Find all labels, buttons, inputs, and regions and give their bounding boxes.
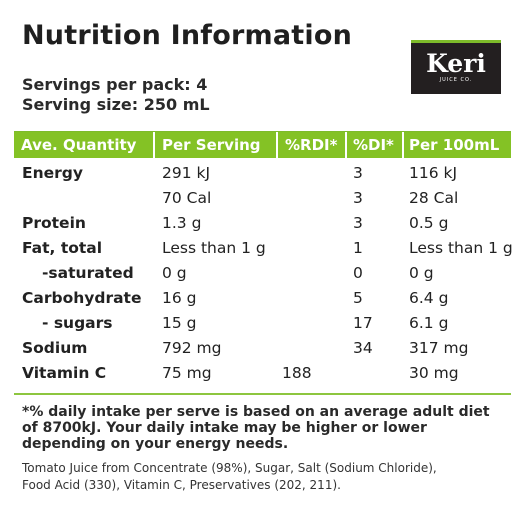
header-divider (153, 132, 155, 158)
servings-info: Servings per pack: 4 Serving size: 250 m… (22, 75, 210, 115)
cell-nutrient: - sugars (42, 314, 113, 332)
cell-rdi: 188 (282, 364, 312, 382)
cell-per-100ml: 6.1 g (409, 314, 449, 332)
cell-di: 34 (353, 339, 373, 357)
cell-di: 3 (353, 189, 363, 207)
cell-per-100ml: 317 mg (409, 339, 469, 357)
table-row: 70 Cal 3 28 Cal (14, 186, 511, 211)
table-row: Carbohydrate 16 g 5 6.4 g (14, 286, 511, 311)
logo-sub-text: JUICE CO. (439, 77, 473, 83)
table-row: Vitamin C 75 mg 188 30 mg (14, 361, 511, 386)
cell-per-serving: 15 g (162, 314, 197, 332)
cell-per-100ml: 0 g (409, 264, 434, 282)
header-ave-quantity: Ave. Quantity (21, 136, 137, 154)
serving-size: Serving size: 250 mL (22, 95, 210, 114)
cell-nutrient: Energy (22, 164, 83, 182)
cell-per-serving: 291 kJ (162, 164, 211, 182)
table-row: Fat, total Less than 1 g 1 Less than 1 g (14, 236, 513, 261)
header-di: %DI* (353, 136, 394, 154)
cell-per-serving: 1.3 g (162, 214, 202, 232)
cell-di: 3 (353, 164, 363, 182)
footnote-line: of 8700kJ. Your daily intake may be high… (22, 420, 427, 436)
cell-di: 3 (353, 214, 363, 232)
table-row: Sodium 792 mg 34 317 mg (14, 336, 511, 361)
divider-rule (14, 393, 511, 395)
logo-brand-text: Keri (426, 49, 486, 78)
table-row: Protein 1.3 g 3 0.5 g (14, 211, 511, 236)
cell-per-serving: 0 g (162, 264, 187, 282)
footnote-line: *% daily intake per serve is based on an… (22, 404, 490, 420)
brand-logo: Keri JUICE CO. (411, 40, 501, 94)
cell-di: 1 (353, 239, 363, 257)
cell-di: 17 (353, 314, 373, 332)
ingredients-list: Tomato Juice from Concentrate (98%), Sug… (22, 460, 512, 494)
cell-nutrient: Carbohydrate (22, 289, 142, 307)
footnote-line: depending on your energy needs. (22, 436, 289, 452)
cell-per-100ml: 30 mg (409, 364, 459, 382)
header-per-serving: Per Serving (162, 136, 261, 154)
cell-per-serving: Less than 1 g (162, 239, 266, 257)
cell-di: 5 (353, 289, 363, 307)
cell-per-100ml: 0.5 g (409, 214, 449, 232)
header-rdi: %RDI* (285, 136, 338, 154)
page-title: Nutrition Information (22, 20, 352, 51)
cell-di: 0 (353, 264, 363, 282)
table-row: - sugars 15 g 17 6.1 g (14, 311, 511, 336)
header-divider (402, 132, 404, 158)
header-divider (276, 132, 278, 158)
cell-per-100ml: 6.4 g (409, 289, 449, 307)
cell-nutrient: Sodium (22, 339, 88, 357)
servings-per-pack: Servings per pack: 4 (22, 75, 208, 94)
cell-nutrient: Protein (22, 214, 86, 232)
cell-per-100ml: 116 kJ (409, 164, 458, 182)
cell-per-serving: 75 mg (162, 364, 212, 382)
cell-nutrient: Fat, total (22, 239, 103, 257)
daily-intake-footnote: *% daily intake per serve is based on an… (22, 404, 512, 452)
table-body: Energy 291 kJ 3 116 kJ 70 Cal 3 28 Cal Protein 1… (14, 158, 513, 386)
ingredients-line: Tomato Juice from Concentrate (98%), Sug… (22, 461, 437, 475)
cell-per-100ml: 28 Cal (409, 189, 459, 207)
cell-nutrient: Vitamin C (22, 364, 107, 382)
table-row: -saturated 0 g 0 0 g (14, 261, 511, 286)
cell-nutrient: -saturated (42, 264, 134, 282)
table-header: Ave. Quantity Per Serving %RDI* %DI* Per… (14, 132, 511, 158)
header-per-100ml: Per 100mL (409, 136, 500, 154)
table-row: Energy 291 kJ 3 116 kJ (14, 161, 511, 186)
nutrition-table: Ave. Quantity Per Serving %RDI* %DI* Per… (14, 131, 513, 386)
cell-per-serving: 16 g (162, 289, 197, 307)
cell-per-serving: 792 mg (162, 339, 222, 357)
cell-per-100ml: Less than 1 g (409, 239, 513, 257)
ingredients-line: Food Acid (330), Vitamin C, Preservative… (22, 478, 341, 492)
cell-per-serving: 70 Cal (162, 189, 212, 207)
header-divider (345, 132, 347, 158)
